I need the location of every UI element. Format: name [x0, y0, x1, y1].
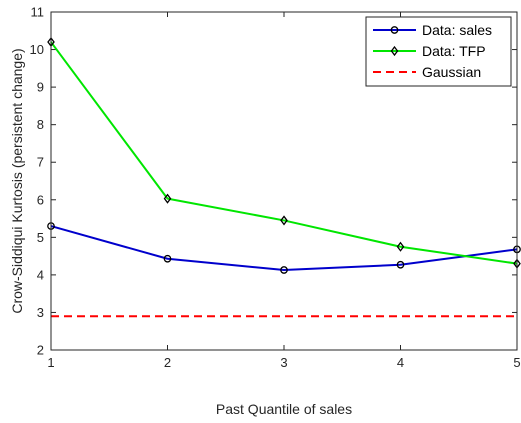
legend-label-gaussian: Gaussian [422, 64, 481, 80]
x-axis-label: Past Quantile of sales [216, 401, 352, 417]
series-line-data-tfp [50, 41, 518, 265]
data-point-data-tfp [396, 241, 405, 252]
x-tick-label: 1 [47, 355, 54, 370]
x-tick-label: 2 [164, 355, 171, 370]
y-tick-label: 9 [37, 80, 44, 95]
y-tick-label: 11 [31, 5, 45, 20]
y-tick-label: 10 [30, 42, 44, 57]
data-point-data-sales [396, 260, 405, 269]
y-tick-label: 2 [37, 343, 44, 358]
legend-marker-data-tfp [390, 45, 399, 57]
y-tick-label: 8 [37, 117, 44, 132]
y-tick-label: 3 [37, 305, 44, 320]
series-line-data-sales [50, 225, 518, 272]
y-tick-label: 6 [37, 192, 44, 207]
data-point-data-tfp [163, 193, 172, 204]
data-point-data-tfp [280, 215, 288, 226]
y-axis-label: Crow-Siddiqui Kurtosis (persistent chang… [9, 48, 25, 313]
x-tick-label: 3 [280, 355, 287, 370]
legend-label-data-tfp: Data: TFP [422, 43, 486, 59]
legend: Data: sales Data: TFP Gaussian [365, 16, 512, 87]
data-point-data-sales [163, 254, 172, 263]
plot-frame [50, 11, 518, 351]
legend-marker-data-sales [390, 26, 399, 34]
y-tick-label: 4 [37, 267, 44, 282]
y-tick-label: 5 [37, 230, 44, 245]
y-tick-label: 7 [37, 155, 44, 170]
data-point-data-sales [280, 266, 288, 274]
x-tick-label: 5 [513, 355, 520, 370]
x-tick-label: 4 [397, 355, 404, 370]
legend-label-data-sales: Data: sales [422, 22, 492, 38]
